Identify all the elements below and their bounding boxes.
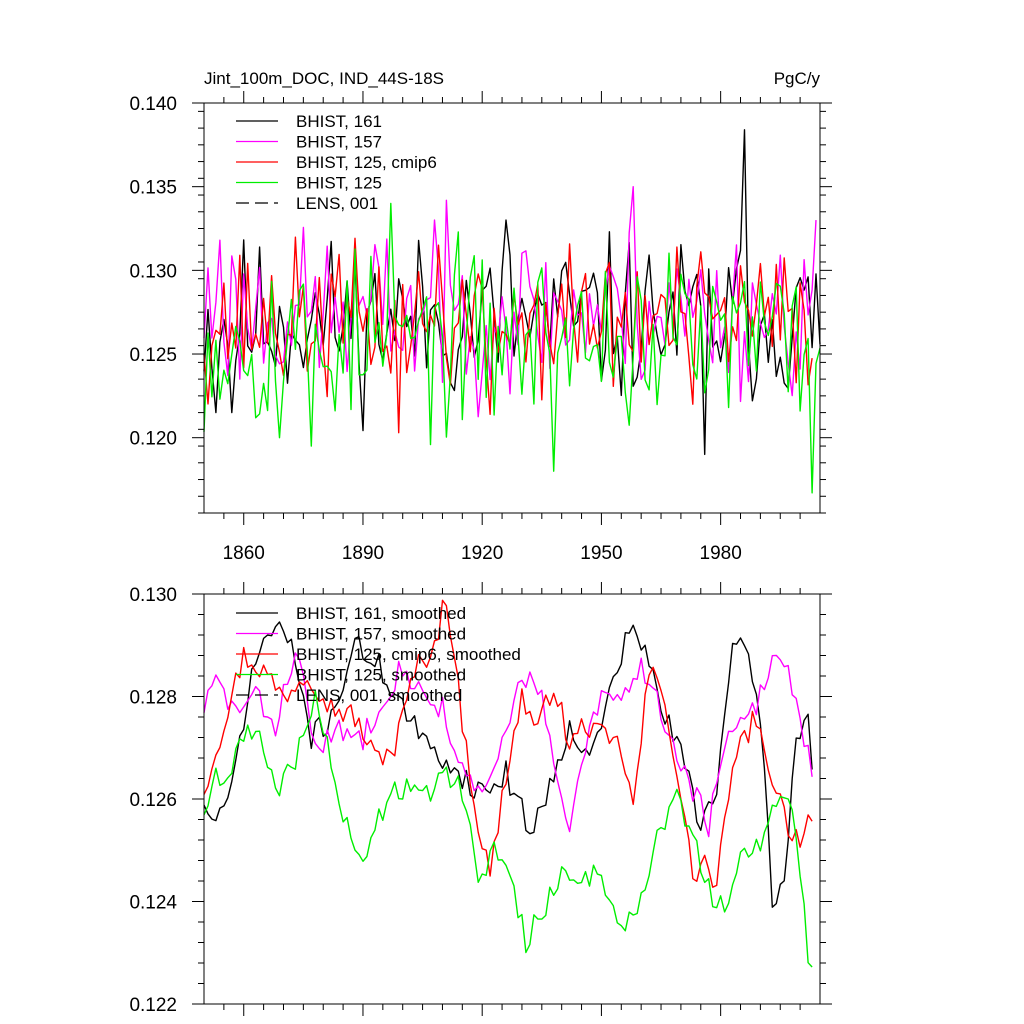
series-line-2-4 [203,690,813,968]
series-line-1-2 [203,186,817,418]
x-tick-label: 1920 [461,543,503,564]
bottom-panel-legend: BHIST, 161, smoothed BHIST, 157, smoothed… [236,604,521,705]
series-line-2-2 [203,652,813,838]
y-tick-label: 0.130 [129,261,177,282]
x-tick-label: 1890 [342,543,384,564]
top-panel: Jint_100m_DOC, IND_44S-18S PgC/y 1860 189… [129,69,832,564]
legend-label-1: BHIST, 161 [296,112,382,131]
y-tick-label: 0.140 [129,94,177,115]
y-tick-label: 0.124 [129,893,177,914]
y-tick-label: 0.128 [129,688,177,709]
x-tick-label: 1980 [700,543,742,564]
legend-label-2: BHIST, 157 [296,133,382,152]
top-panel-title-left: Jint_100m_DOC, IND_44S-18S [204,69,444,88]
top-panel-frame [203,102,821,514]
legend-label-3: BHIST, 125, cmip6 [296,153,437,172]
legend-label-4: BHIST, 125, smoothed [296,666,466,685]
bottom-panel-ticks: 0.122 0.124 0.126 0.128 0.130 [129,582,832,1016]
y-tick-label: 0.126 [129,790,177,811]
x-tick-label: 1950 [580,543,622,564]
top-panel-title-right: PgC/y [774,69,821,88]
legend-label-1: BHIST, 161, smoothed [296,604,466,623]
top-panel-series [203,129,821,494]
legend-label-2: BHIST, 157, smoothed [296,625,466,644]
series-line-2-1 [203,621,813,908]
legend-label-3: BHIST, 125, cmip6, smoothed [296,645,521,664]
series-line-2-3 [203,599,813,888]
y-tick-label: 0.135 [129,178,177,199]
top-panel-ticks: 1860 1890 1920 1950 1980 0.120 0.125 0.130 0.135… [129,91,832,564]
legend-label-5: LENS, 001, smoothed [296,686,462,705]
series-line-1-4 [203,202,821,494]
legend-label-5: LENS, 001 [296,194,378,213]
bottom-panel: 0.122 0.124 0.126 0.128 0.130 BHIST, 161, sm… [129,582,832,1016]
y-tick-label: 0.130 [129,585,177,606]
y-tick-label: 0.120 [129,429,177,450]
y-tick-label: 0.122 [129,995,177,1016]
legend-label-4: BHIST, 125 [296,174,382,193]
x-tick-label: 1860 [223,543,265,564]
bottom-panel-series [203,599,813,968]
y-tick-label: 0.125 [129,345,177,366]
